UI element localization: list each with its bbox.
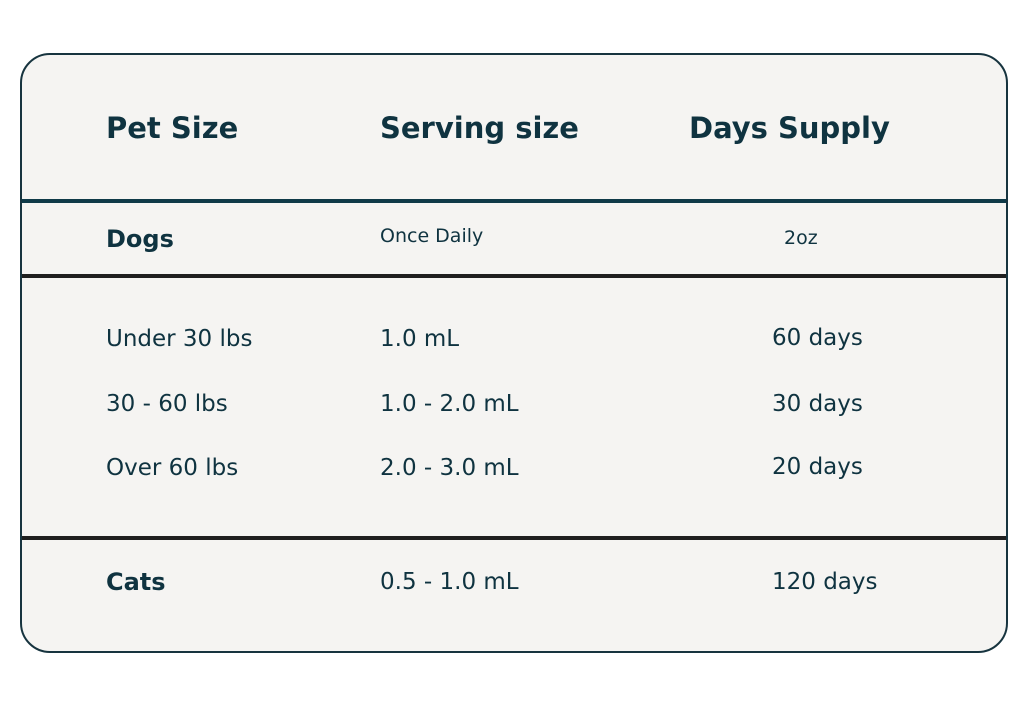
row-supply: 20 days (772, 454, 863, 480)
dosage-table: Pet Size Serving size Days Supply Dogs O… (20, 53, 1008, 653)
row-size: Over 60 lbs (106, 455, 239, 481)
row-serving: 1.0 mL (380, 326, 460, 352)
cats-supply: 120 days (772, 569, 878, 595)
row-supply: 60 days (772, 325, 863, 351)
row-size: 30 - 60 lbs (106, 391, 228, 417)
row-size: Under 30 lbs (106, 326, 253, 352)
dogs-label: Dogs (106, 225, 174, 253)
row-serving: 2.0 - 3.0 mL (380, 455, 519, 481)
cats-divider (22, 536, 1006, 540)
header-serving-size: Serving size (380, 111, 579, 145)
cats-serving: 0.5 - 1.0 mL (380, 569, 519, 595)
dogs-serving: Once Daily (380, 225, 484, 247)
dogs-divider (22, 274, 1006, 278)
row-serving: 1.0 - 2.0 mL (380, 391, 519, 417)
header-days-supply: Days Supply (689, 111, 890, 145)
row-supply: 30 days (772, 391, 863, 417)
cats-label: Cats (106, 568, 166, 596)
header-divider (22, 199, 1006, 203)
header-pet-size: Pet Size (106, 111, 239, 145)
dogs-supply: 2oz (784, 227, 818, 249)
